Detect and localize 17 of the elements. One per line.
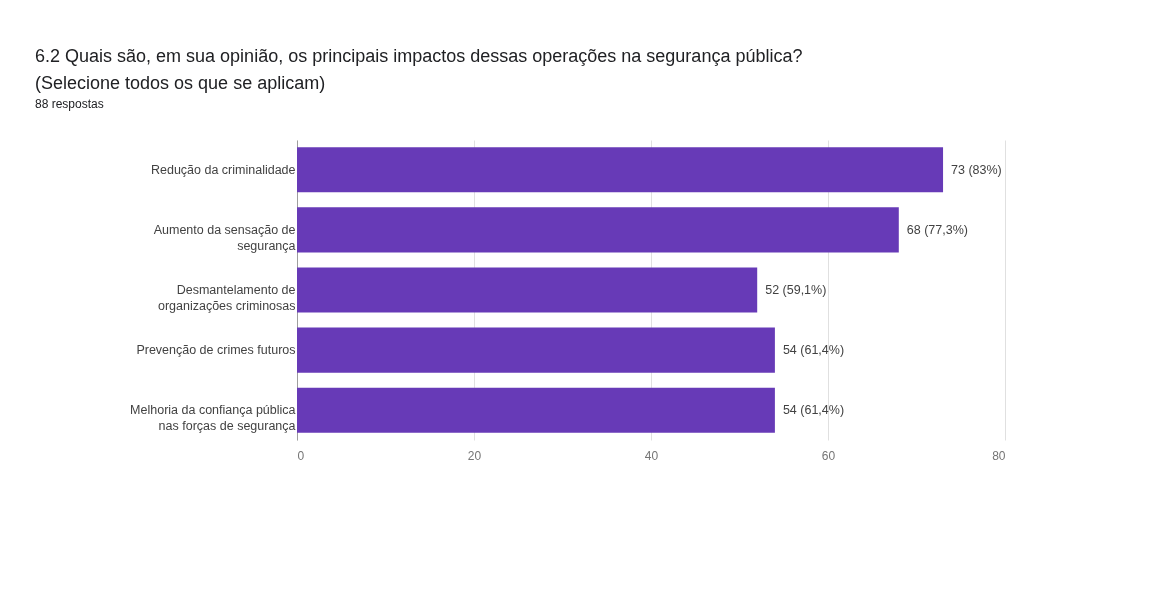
x-tick-label: 40 — [644, 448, 659, 463]
data-label: 54 (61,4%) — [782, 403, 845, 418]
y-tick-label: Prevenção de crimes futuros — [136, 343, 296, 358]
data-label: 73 (83%) — [951, 162, 1002, 177]
x-tick-label: 20 — [467, 448, 482, 463]
y-tick-label: Desmantelamento de organizações criminosas — [157, 283, 296, 313]
y-tick-label: Aumento da sensação de segurança — [153, 222, 296, 253]
x-tick-label: 0 — [297, 448, 305, 463]
y-tick-label: Melhoria da confiança pública nas forças de segurança — [130, 403, 296, 434]
x-tick-label: 80 — [992, 448, 1006, 463]
chart-title: 6.2 Quais são, em sua opinião, os principais impactos dessas operações na segurança pública? (Selecione todos os que se aplicam) — [35, 46, 803, 93]
data-label: 54 (61,4%) — [782, 343, 845, 358]
data-label: 68 (77,3%) — [906, 222, 968, 237]
y-tick-label: Redução da criminalidade — [150, 162, 296, 177]
x-tick-label: 60 — [821, 448, 836, 463]
data-label: 52 (59,1%) — [765, 283, 827, 297]
text: 88 respostas — [35, 97, 104, 111]
